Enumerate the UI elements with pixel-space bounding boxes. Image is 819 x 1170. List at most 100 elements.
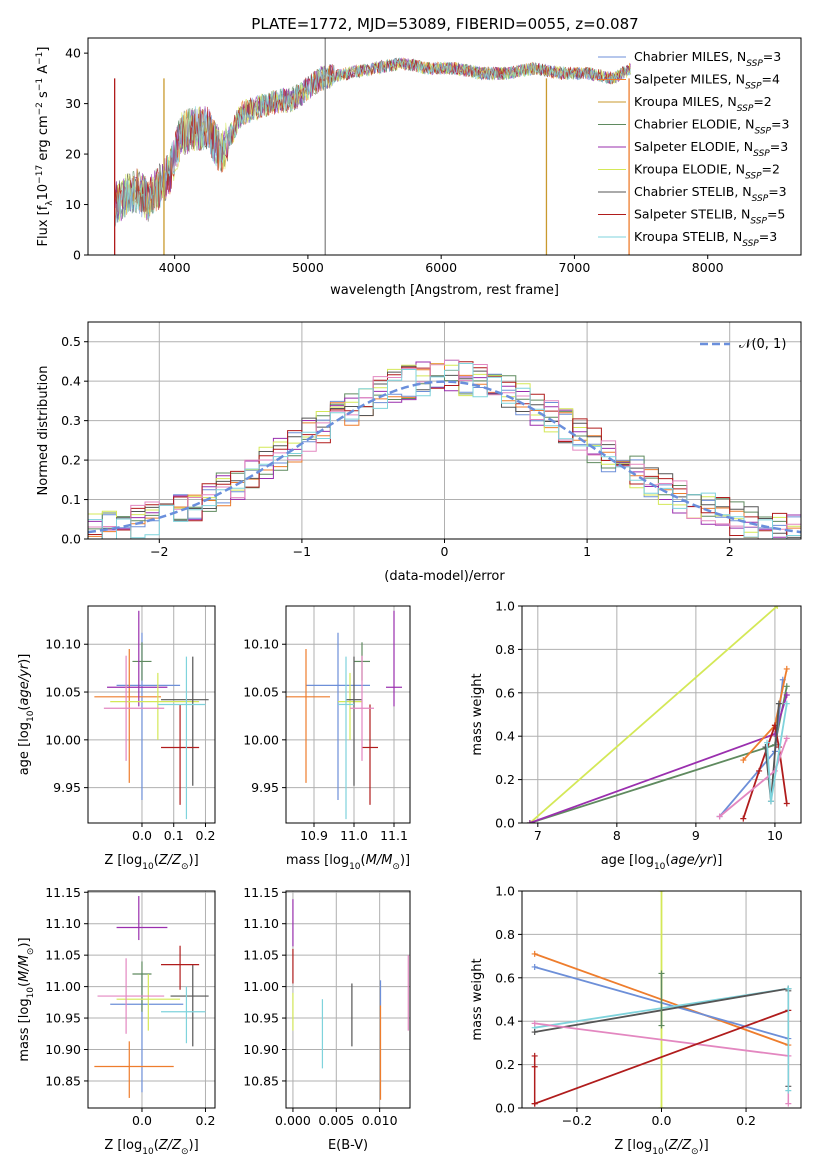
- y-tick-label: 0.0: [495, 816, 515, 831]
- x-tick-label: 0: [441, 544, 449, 559]
- y-tick-label: 9.95: [53, 780, 81, 795]
- x-tick-label: 9: [692, 828, 700, 843]
- normal-curve: [88, 380, 801, 534]
- legend-entry: Salpeter MILES, NSSP=4: [634, 72, 780, 92]
- x-axis-label: Z [log10(Z/Z⊙)]: [614, 1138, 708, 1157]
- y-tick-label: 0.2: [495, 1057, 515, 1072]
- mass-weight-marker: [526, 820, 533, 823]
- mass-weight-marker: [658, 1105, 665, 1108]
- y-tick-label: 11.15: [243, 885, 279, 900]
- x-tick-label: −2: [150, 544, 168, 559]
- y-tick-label: 10.85: [45, 1073, 81, 1088]
- y-tick-label: 10.95: [243, 1011, 279, 1026]
- y-tick-label: 0.6: [495, 970, 515, 985]
- mass-weight-vs-metallicity-axes: −0.2 0.0 0.2 0.0 0.2 0.4 0.6 0.8 1.0 Z [log10(Z/Z…: [470, 884, 802, 1157]
- y-axis-label: mass [log10(M/M⊙)]: [17, 937, 36, 1061]
- axes-border: [521, 890, 802, 1109]
- y-tick-label: 0.6: [495, 685, 515, 700]
- y-tick-label: 20: [65, 147, 81, 162]
- y-axis-label: mass weight: [470, 673, 485, 755]
- x-tick-label: 7000: [559, 260, 591, 275]
- x-tick-label: 0.2: [736, 1113, 756, 1128]
- mass-weight-marker: [531, 1020, 538, 1027]
- mass-weight-marker: [740, 815, 747, 822]
- x-tick-label: −0.2: [562, 1113, 592, 1128]
- y-tick-label: 0.4: [61, 374, 81, 389]
- mass-weight-line: [529, 606, 778, 823]
- mass-weight-line: [534, 1009, 789, 1105]
- mass-weight-marker: [716, 813, 723, 820]
- y-tick-label: 0.5: [61, 334, 81, 349]
- x-tick-label: 2: [726, 544, 734, 559]
- x-tick-label: 11.0: [340, 828, 368, 843]
- x-axis-label: age [log10(age/yr)]: [601, 853, 723, 872]
- x-tick-label: 0.0: [132, 1113, 152, 1128]
- mass-weight-marker: [756, 767, 763, 774]
- plot-area: [286, 610, 402, 820]
- y-tick-label: 10.05: [45, 685, 81, 700]
- y-tick-label: 10.85: [243, 1073, 279, 1088]
- x-tick-label: 0.005: [318, 1113, 354, 1128]
- mass-vs-extinction-axes: 0.000 0.005 0.010 10.85 10.90 10.95 11.00 11.05…: [243, 885, 411, 1153]
- mass-weight-vs-age-axes: 7 8 9 10 0.0 0.2 0.4 0.6 0.8 1.0 age [log10(age/yr…: [470, 599, 802, 872]
- x-tick-label: 0.2: [196, 828, 216, 843]
- y-tick-label: 10.00: [243, 732, 279, 747]
- legend-entry: Kroupa MILES, NSSP=2: [634, 94, 772, 114]
- y-tick-label: 10.90: [45, 1042, 81, 1057]
- mass-vs-metallicity-axes: 0.0 0.2 10.85 10.90 10.95 11.00 11.05 11.10 11.1…: [17, 885, 216, 1157]
- y-tick-label: 9.95: [251, 780, 279, 795]
- y-tick-label: 0.2: [61, 453, 81, 468]
- y-tick-label: 10.90: [243, 1042, 279, 1057]
- x-tick-label: 0.2: [196, 1113, 216, 1128]
- x-tick-label: 0.0: [132, 828, 152, 843]
- legend-entry: Salpeter STELIB, NSSP=5: [634, 207, 785, 227]
- y-tick-label: 0.0: [495, 1101, 515, 1116]
- x-tick-label: −1: [293, 544, 311, 559]
- x-tick-label: 5000: [292, 260, 324, 275]
- y-tick-label: 11.10: [45, 916, 81, 931]
- axes-border: [87, 321, 802, 540]
- plot-area: [292, 899, 409, 1100]
- spectrum-axes: 4000 5000 6000 7000 8000 0 10 20 30 40 wavelength …: [35, 37, 802, 298]
- y-tick-label: 10.10: [45, 637, 81, 652]
- axes-border: [87, 37, 802, 256]
- y-axis-label: Flux [fλ10−17 erg cm−2 s−1 A−1]: [35, 47, 55, 247]
- x-axis-label: (data-model)/error: [384, 569, 505, 584]
- y-tick-label: 1.0: [495, 599, 515, 614]
- residual-histogram-axes: −2 −1 0 1 2 0.0 0.1 0.2 0.3 0.4 0.5 (data-model)/er…: [36, 321, 802, 584]
- axes-border: [521, 605, 802, 824]
- y-tick-label: 10.10: [243, 637, 279, 652]
- legend-entry: Chabrier STELIB, NSSP=3: [634, 184, 787, 204]
- figure-title: PLATE=1772, MJD=53089, FIBERID=0055, z=0…: [251, 15, 638, 33]
- mass-weight-marker: [531, 950, 538, 957]
- legend-entry: Chabrier ELODIE, NSSP=3: [634, 117, 789, 137]
- x-axis-label: wavelength [Angstrom, rest frame]: [330, 283, 559, 298]
- x-tick-label: 4000: [159, 260, 191, 275]
- x-axis-label: E(B-V): [328, 1138, 368, 1153]
- y-tick-label: 0.1: [61, 492, 81, 507]
- y-tick-label: 1.0: [495, 884, 515, 899]
- y-axis-label: mass weight: [470, 958, 485, 1040]
- histogram-step: [88, 359, 801, 539]
- legend-entry: Chabrier MILES, NSSP=3: [634, 49, 781, 69]
- mass-weight-marker: [783, 800, 790, 807]
- spectrum-line: [114, 58, 631, 222]
- y-tick-label: 0.4: [495, 729, 515, 744]
- x-tick-label: 10.9: [300, 828, 328, 843]
- legend-entry: Kroupa STELIB, NSSP=3: [634, 229, 777, 249]
- plot-area: [88, 359, 801, 539]
- y-tick-label: 0.4: [495, 1014, 515, 1029]
- y-tick-label: 11.05: [45, 948, 81, 963]
- y-axis-label: Normed distribution: [36, 366, 51, 496]
- y-tick-label: 10.00: [45, 732, 81, 747]
- y-tick-label: 0: [73, 248, 81, 263]
- plot-area: [94, 896, 209, 1098]
- x-axis-label: Z [log10(Z/Z⊙)]: [104, 853, 198, 872]
- mass-weight-marker: [764, 739, 771, 746]
- mass-weight-marker: [531, 1029, 538, 1036]
- x-tick-label: 0.1: [164, 828, 184, 843]
- y-tick-label: 30: [65, 96, 81, 111]
- mass-weight-marker: [783, 683, 790, 690]
- y-tick-label: 11.00: [45, 979, 81, 994]
